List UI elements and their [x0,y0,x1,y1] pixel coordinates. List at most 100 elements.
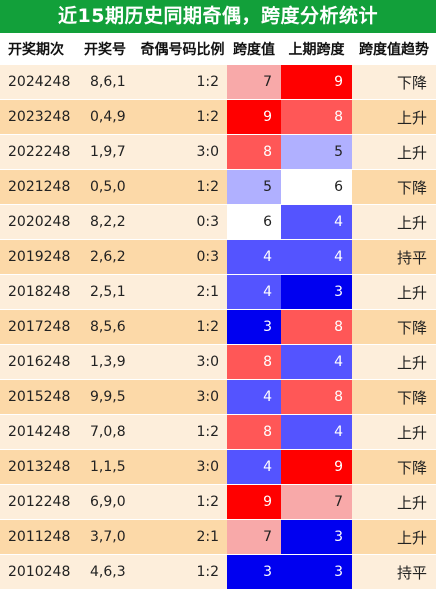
period-cell: 2011248 [0,520,72,555]
draw-numbers-cell: 1,1,5 [72,450,138,485]
trend-cell: 上升 [352,205,436,240]
draw-numbers-cell: 3,7,0 [72,520,138,555]
span-cell: 8 [227,135,281,170]
trend-cell: 下降 [352,170,436,205]
period-cell: 2022248 [0,135,72,170]
draw-numbers-cell: 1,3,9 [72,345,138,380]
period-cell: 2014248 [0,415,72,450]
trend-cell: 上升 [352,345,436,380]
odd-even-ratio-cell: 3:0 [138,135,227,170]
period-cell: 2017248 [0,310,72,345]
odd-even-ratio-cell: 2:1 [138,275,227,310]
trend-cell: 持平 [352,555,436,589]
trend-cell: 上升 [352,100,436,135]
period-cell: 2010248 [0,555,72,589]
odd-even-ratio-cell: 1:2 [138,485,227,520]
span-cell: 8 [227,415,281,450]
prev-span-cell: 3 [281,520,352,555]
table-header-row: 开奖期次 开奖号 奇偶号码比例 跨度值 上期跨度 跨度值趋势 [0,33,436,65]
draw-numbers-cell: 9,9,5 [72,380,138,415]
period-cell: 2013248 [0,450,72,485]
odd-even-ratio-cell: 1:2 [138,415,227,450]
prev-span-cell: 8 [281,380,352,415]
draw-numbers-cell: 4,6,3 [72,555,138,589]
header-numbers: 开奖号 [72,33,138,65]
trend-cell: 下降 [352,450,436,485]
draw-numbers-cell: 8,5,6 [72,310,138,345]
draw-numbers-cell: 0,5,0 [72,170,138,205]
period-cell: 2024248 [0,65,72,100]
prev-span-cell: 4 [281,345,352,380]
period-cell: 2018248 [0,275,72,310]
odd-even-ratio-cell: 1:2 [138,555,227,589]
page-title: 近15期历史同期奇偶，跨度分析统计 [0,0,436,33]
header-period: 开奖期次 [0,33,72,65]
draw-numbers-cell: 7,0,8 [72,415,138,450]
header-prev-span: 上期跨度 [281,33,352,65]
stats-panel: 近15期历史同期奇偶，跨度分析统计 开奖期次 开奖号 奇偶号码比例 跨度值 上期… [0,0,436,576]
header-span: 跨度值 [227,33,281,65]
period-cell: 2020248 [0,205,72,240]
span-cell: 7 [227,65,281,100]
odd-even-ratio-cell: 0:3 [138,240,227,275]
span-cell: 6 [227,205,281,240]
period-cell: 2019248 [0,240,72,275]
odd-even-ratio-cell: 1:2 [138,100,227,135]
trend-cell: 下降 [352,65,436,100]
trend-cell: 上升 [352,485,436,520]
prev-span-cell: 4 [281,240,352,275]
prev-span-cell: 4 [281,415,352,450]
span-cell: 4 [227,240,281,275]
trend-cell: 上升 [352,520,436,555]
draw-numbers-cell: 6,9,0 [72,485,138,520]
period-cell: 2012248 [0,485,72,520]
prev-span-cell: 7 [281,485,352,520]
span-cell: 3 [227,555,281,589]
header-odd-even-ratio: 奇偶号码比例 [138,33,227,65]
prev-span-cell: 4 [281,205,352,240]
span-cell: 7 [227,520,281,555]
span-cell: 4 [227,450,281,485]
period-cell: 2016248 [0,345,72,380]
trend-cell: 上升 [352,135,436,170]
prev-span-cell: 5 [281,135,352,170]
prev-span-cell: 8 [281,100,352,135]
prev-span-cell: 3 [281,555,352,589]
odd-even-ratio-cell: 0:3 [138,205,227,240]
odd-even-ratio-cell: 1:2 [138,310,227,345]
odd-even-ratio-cell: 3:0 [138,450,227,485]
odd-even-ratio-cell: 1:2 [138,65,227,100]
period-cell: 2023248 [0,100,72,135]
odd-even-ratio-cell: 2:1 [138,520,227,555]
odd-even-ratio-cell: 3:0 [138,380,227,415]
span-cell: 8 [227,345,281,380]
span-cell: 5 [227,170,281,205]
period-cell: 2015248 [0,380,72,415]
span-cell: 9 [227,100,281,135]
span-cell: 3 [227,310,281,345]
odd-even-ratio-cell: 1:2 [138,170,227,205]
draw-numbers-cell: 0,4,9 [72,100,138,135]
trend-cell: 持平 [352,240,436,275]
trend-cell: 下降 [352,310,436,345]
trend-cell: 上升 [352,275,436,310]
odd-even-ratio-cell: 3:0 [138,345,227,380]
span-cell: 9 [227,485,281,520]
trend-cell: 下降 [352,380,436,415]
prev-span-cell: 6 [281,170,352,205]
draw-numbers-cell: 1,9,7 [72,135,138,170]
draw-numbers-cell: 8,6,1 [72,65,138,100]
